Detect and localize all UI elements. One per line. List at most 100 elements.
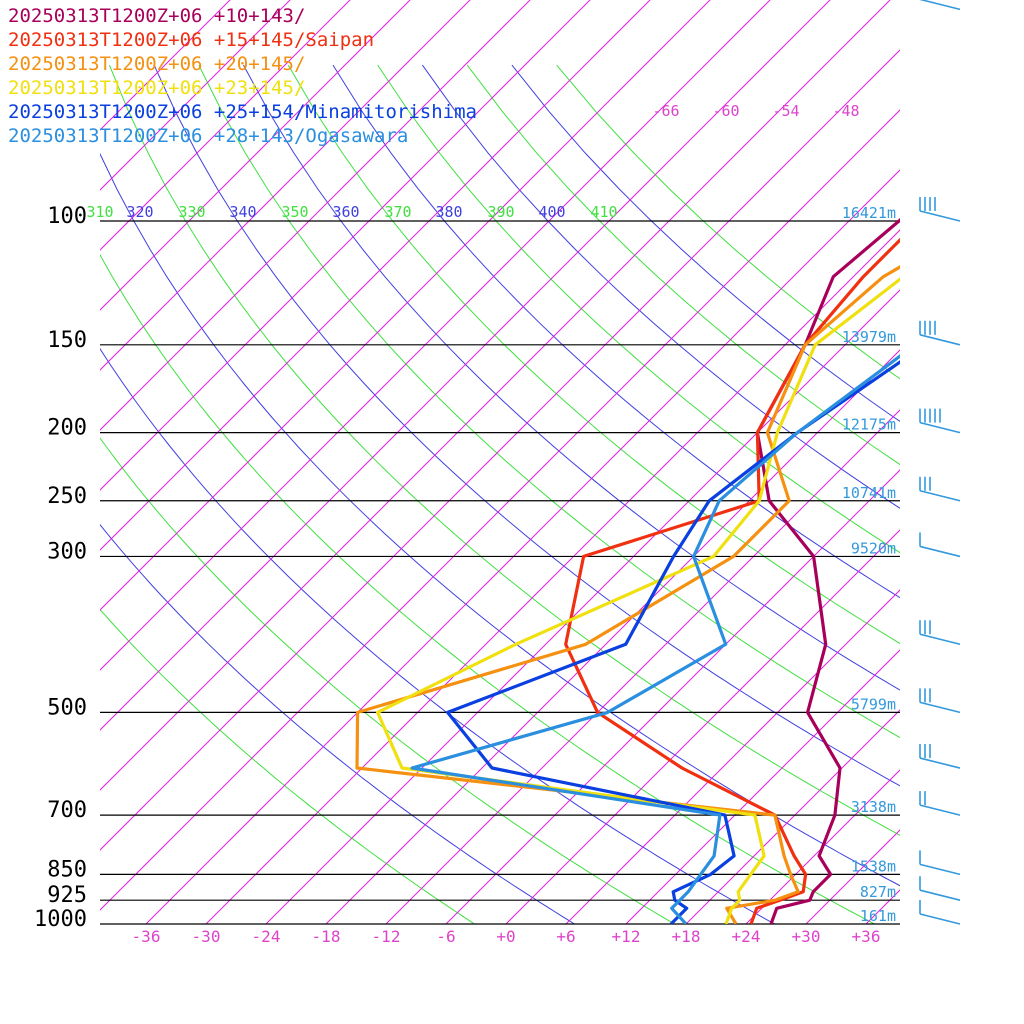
x-tick-label: +12: [612, 927, 641, 946]
theta-line: [332, 64, 900, 599]
isotherm-line: [625, 649, 900, 924]
height-label: 1538m: [851, 857, 896, 875]
wind-barb-shaft: [919, 545, 961, 558]
theta-lines: [100, 64, 900, 924]
x-tick-label: -18: [312, 927, 341, 946]
x-tick-label: +24: [732, 927, 761, 946]
height-label: 3138m: [851, 798, 896, 816]
x-tick-label: -12: [372, 927, 401, 946]
isotherm-line: [385, 409, 900, 924]
x-tick-label: +6: [556, 927, 575, 946]
theta-label: 400: [538, 203, 565, 221]
height-label: 12175m: [842, 416, 896, 434]
wind-barb: [919, 744, 961, 769]
isotherm-line: [205, 229, 900, 924]
theta-line: [198, 64, 900, 739]
pressure-label: 100: [47, 204, 87, 229]
theta-line: [287, 64, 900, 645]
height-label: 13979m: [842, 328, 896, 346]
theta-line: [466, 64, 900, 466]
theta-label: 350: [281, 203, 308, 221]
pressure-label: 150: [47, 328, 87, 353]
isotherm-line: [100, 109, 900, 911]
theta-label: 390: [487, 203, 514, 221]
isotherm-label: -66: [652, 102, 679, 120]
isotherm-line: [505, 529, 900, 924]
theta-label: 380: [435, 203, 462, 221]
isotherm-label: -48: [832, 102, 859, 120]
theta-label: 320: [126, 203, 153, 221]
pressure-label: 250: [47, 484, 87, 509]
temperature-profile-line: [376, 277, 900, 924]
theta-line: [100, 347, 776, 924]
pressure-label: 1000: [34, 907, 87, 932]
height-label: 16421m: [842, 204, 896, 222]
wind-barb: [919, 620, 961, 646]
legend-entry: 20250313T1200Z+06 +10+143/: [8, 5, 306, 27]
wind-barb-shaft: [919, 701, 961, 714]
temperature-profile-line: [410, 354, 900, 924]
pressure-label: 700: [47, 798, 87, 823]
isotherm-line: [100, 0, 291, 191]
wind-barb: [919, 320, 961, 346]
theta-label: 370: [384, 203, 411, 221]
wind-barb: [919, 0, 961, 11]
wind-barb: [919, 791, 961, 816]
legend-entry: 20250313T1200Z+06 +15+145/Saipan: [8, 29, 375, 51]
wind-barb-shaft: [919, 757, 961, 769]
theta-line: [100, 523, 576, 924]
pressure-label: 300: [47, 539, 87, 564]
height-label: 9520m: [851, 539, 896, 557]
isotherm-line: [100, 0, 531, 431]
isotherm-line: [865, 889, 900, 924]
wind-barb: [919, 197, 961, 222]
temperature-profile-line: [755, 218, 900, 924]
x-tick-label: +36: [852, 927, 881, 946]
temperature-profiles: [355, 218, 900, 924]
legend-entry: 20250313T1200Z+06 +28+143/Ogasawara: [8, 125, 409, 147]
x-tick-label: -36: [132, 927, 161, 946]
theta-label: 330: [178, 203, 205, 221]
x-tick-label: -30: [192, 927, 221, 946]
wind-barb-shaft: [919, 804, 961, 816]
legend: 20250313T1200Z+06 +10+143/ 20250313T1200…: [8, 4, 477, 148]
theta-label: 410: [590, 203, 617, 221]
isotherm-label: -54: [772, 102, 799, 120]
isotherm-label: -60: [712, 102, 739, 120]
isotherm-line: [445, 469, 900, 924]
theta-line: [421, 64, 900, 509]
pressure-label: 200: [47, 416, 87, 441]
legend-entry: 20250313T1200Z+06 +25+154/Minamitorishim…: [8, 101, 477, 123]
theta-label: 340: [229, 203, 256, 221]
theta-line: [377, 64, 900, 554]
x-tick-label: -6: [436, 927, 455, 946]
wind-barb-shaft: [919, 889, 961, 901]
wind-barb: [919, 532, 961, 558]
wind-barb-shaft: [919, 913, 961, 925]
isotherm-line: [100, 0, 771, 671]
isotherm-line: [100, 0, 711, 611]
isotherm-line: [145, 169, 900, 924]
isotherm-line: [565, 589, 900, 924]
pressure-label: 500: [47, 695, 87, 720]
wind-barb-shaft: [919, 0, 961, 11]
wind-barb-shaft: [919, 633, 961, 646]
theta-label: 310: [86, 203, 113, 221]
temperature-profile-line: [446, 360, 900, 924]
isotherm-line: [926, 0, 1024, 924]
temperature-profile-line: [355, 265, 900, 924]
wind-barb: [919, 850, 961, 876]
isotherm-line: [325, 349, 900, 924]
isotherm-lines: [100, 0, 1024, 924]
wind-barb-shaft: [919, 489, 961, 502]
wind-barb-shaft: [919, 334, 961, 346]
theta-line: [100, 437, 676, 924]
isotherm-line: [100, 0, 651, 551]
isotherm-line: [100, 0, 351, 251]
temperature-profile-line: [564, 237, 900, 924]
wind-barb: [919, 900, 961, 925]
height-label: 10741m: [842, 484, 896, 502]
height-label: 827m: [860, 883, 896, 901]
isotherm-line: [100, 0, 591, 491]
